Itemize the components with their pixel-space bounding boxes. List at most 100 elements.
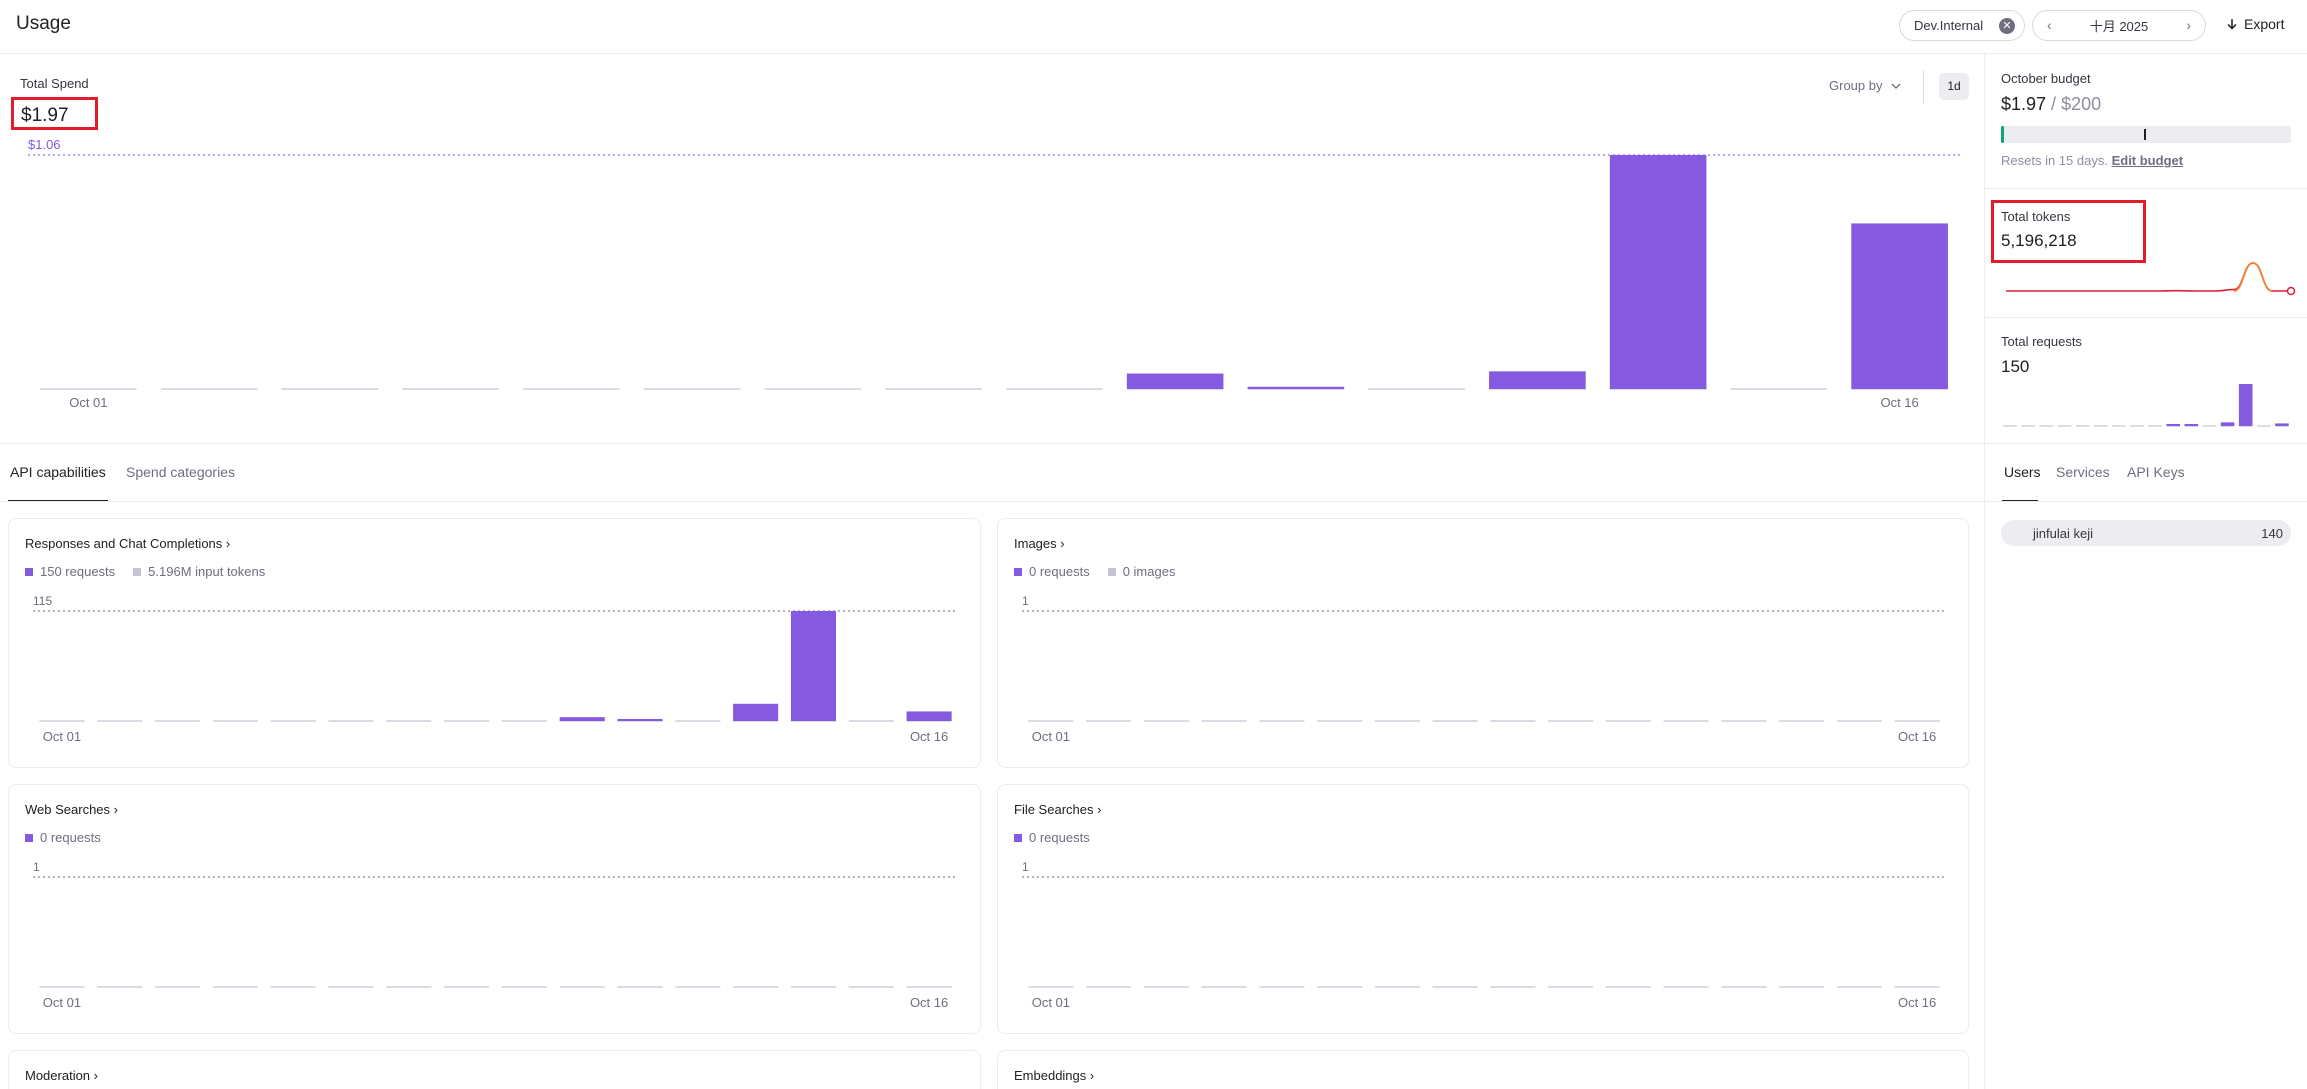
total-spend-chart: $1.06 Oct 01 Oct 16 [28, 137, 1960, 410]
month-picker[interactable]: ‹ 十月 2025 › [2032, 10, 2206, 41]
card-title[interactable]: File Searches › [1014, 802, 1101, 817]
legend-label: 0 requests [1029, 564, 1090, 579]
token-end-dot [2286, 286, 2296, 296]
legend-label: 0 requests [1029, 830, 1090, 845]
tabs-divider [1985, 501, 2307, 502]
bar [733, 703, 779, 721]
card-title-text: File Searches [1014, 802, 1094, 817]
card-title-text: Responses and Chat Completions [25, 536, 223, 551]
edit-budget-link[interactable]: Edit budget [2111, 153, 2184, 168]
card-legend: 0 requests [25, 830, 101, 845]
budget-value: $1.97 / $200 [2001, 94, 2101, 115]
tab-users[interactable]: Users [2004, 464, 2041, 480]
bar [790, 611, 837, 721]
bar [2184, 424, 2199, 426]
legend-item-tokens: 5.196M input tokens [133, 564, 265, 579]
x-tick-label: Oct 01 [1032, 729, 1070, 744]
section-divider [0, 443, 1984, 444]
card-embeddings[interactable]: Embeddings › [997, 1050, 1969, 1089]
reference-value-label: $1.06 [28, 137, 61, 152]
download-icon [2227, 18, 2237, 30]
total-tokens-label: Total tokens [2001, 209, 2071, 224]
tab-spend-categories[interactable]: Spend categories [126, 464, 235, 480]
tab-api-capabilities[interactable]: API capabilities [10, 464, 106, 480]
clear-icon[interactable]: ✕ [1999, 18, 2015, 34]
card-file-searches[interactable]: File Searches › 0 requests 1 Oct 01 Oct 16 [997, 784, 1969, 1034]
legend-item-requests: 0 requests [25, 830, 101, 845]
card-title[interactable]: Web Searches › [25, 802, 118, 817]
tab-api-keys[interactable]: API Keys [2127, 464, 2185, 480]
chevron-right-icon: › [1097, 802, 1102, 817]
group-by-dropdown[interactable]: Group by [1829, 78, 1902, 93]
total-spend-value: $1.97 [21, 105, 69, 126]
card-responses-chat-completions[interactable]: Responses and Chat Completions › 150 req… [8, 518, 981, 768]
toolbar-divider [1923, 70, 1924, 104]
panel-divider [1985, 188, 2307, 189]
budget-separator: / [2046, 94, 2062, 114]
legend-item-images: 0 images [1107, 564, 1176, 579]
x-tick-label: Oct 01 [1032, 995, 1070, 1010]
card-title[interactable]: Images › [1014, 536, 1065, 551]
legend-swatch [1014, 834, 1022, 842]
chevron-right-icon[interactable]: › [2186, 17, 2191, 33]
card-images[interactable]: Images › 0 requests 0 images 1 Oct 01 Oct … [997, 518, 1969, 768]
right-panel-divider [1984, 54, 1985, 1089]
token-peak [2233, 262, 2273, 292]
legend-label: 0 images [1122, 564, 1176, 579]
bar [2238, 384, 2253, 426]
legend-item-requests: 0 requests [1014, 564, 1090, 579]
user-row[interactable]: jinfulai keji 140 [2001, 520, 2291, 546]
card-web-searches[interactable]: Web Searches › 0 requests 1 Oct 01 Oct 16 [8, 784, 981, 1034]
legend-label: 150 requests [40, 564, 116, 579]
legend-swatch [1107, 568, 1116, 576]
group-by-label: Group by [1829, 78, 1883, 93]
card-title[interactable]: Embeddings › [1014, 1068, 1094, 1083]
total-requests-sparkline [2003, 384, 2289, 427]
bar [906, 711, 952, 721]
export-label: Export [2244, 16, 2285, 32]
tabs-divider [0, 501, 1984, 502]
legend-label: 0 requests [40, 830, 101, 845]
card-moderation[interactable]: Moderation › [8, 1050, 981, 1089]
x-tick-label: Oct 16 [1880, 395, 1918, 410]
bar [2220, 422, 2235, 426]
card-legend: 0 requests [1014, 830, 1090, 845]
card-bar-chart: 115 Oct 01 Oct 16 [33, 594, 958, 744]
bar [1609, 155, 1707, 389]
card-title[interactable]: Responses and Chat Completions › [25, 536, 230, 551]
chevron-right-icon: › [1060, 536, 1065, 551]
x-tick-label: Oct 16 [910, 729, 948, 744]
chevron-right-icon: › [225, 536, 231, 551]
export-button[interactable]: Export [2226, 16, 2284, 32]
user-count: 140 [2261, 526, 2283, 541]
card-title[interactable]: Moderation › [25, 1068, 98, 1083]
x-tick-label: Oct 16 [1898, 729, 1936, 744]
project-filter[interactable]: Dev.Internal ✕ [1899, 10, 2025, 41]
legend-item-requests: 0 requests [1014, 830, 1090, 845]
card-legend: 0 requests 0 images [1014, 564, 1175, 579]
panel-divider [1985, 317, 2307, 318]
user-name: jinfulai keji [2033, 526, 2093, 541]
budget-reset-text: Resets in 15 days. [2001, 153, 2108, 168]
x-tick-label: Oct 16 [1898, 995, 1936, 1010]
x-tick-label: Oct 16 [910, 995, 948, 1010]
budget-progress-fill [2001, 126, 2004, 143]
reference-value-label: 115 [33, 594, 52, 608]
budget-progress-bar [2001, 126, 2291, 143]
bar [559, 717, 605, 721]
budget-spent: $1.97 [2001, 94, 2047, 114]
tab-services[interactable]: Services [2056, 464, 2110, 480]
reference-value-label: 1 [1022, 860, 1029, 874]
chevron-down-icon [1892, 83, 1901, 89]
bar [1126, 373, 1224, 389]
x-tick-label: Oct 01 [43, 729, 81, 744]
total-requests-label: Total requests [2001, 334, 2082, 349]
bar [1247, 386, 1345, 389]
legend-swatch [25, 568, 33, 576]
bar [2275, 423, 2289, 426]
chevron-right-icon: › [113, 802, 118, 817]
interval-button[interactable]: 1d [1939, 73, 1969, 100]
chevron-left-icon[interactable]: ‹ [2047, 17, 2052, 33]
card-bar-chart: 1 Oct 01 Oct 16 [1022, 860, 1946, 1010]
bar [2166, 424, 2180, 426]
